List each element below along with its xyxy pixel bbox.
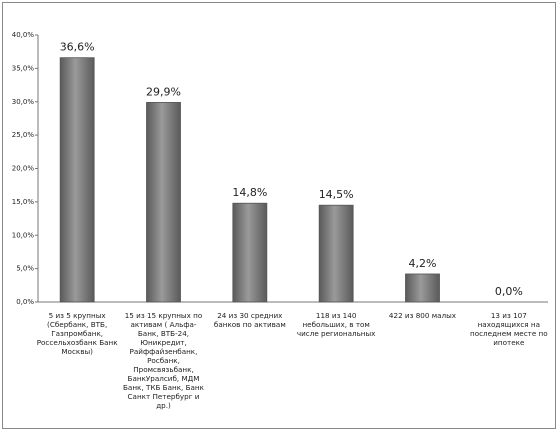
value-label: 14,8% — [232, 186, 267, 199]
y-tick-label: 15,0% — [12, 198, 35, 206]
y-tick-label: 35,0% — [12, 64, 35, 72]
y-tick-label: 5,0% — [16, 265, 34, 273]
x-tick-label: 24 из 30 средних банков по активам — [213, 311, 286, 329]
y-tick-label: 40,0% — [12, 31, 35, 39]
value-label: 36,6% — [60, 41, 95, 54]
bar — [318, 204, 354, 303]
value-label: 4,2% — [409, 257, 437, 270]
y-tick-label: 30,0% — [12, 98, 35, 106]
value-label: 14,5% — [319, 188, 354, 201]
bar — [232, 202, 268, 303]
x-tick-label: 118 из 140 небольших, в том числе регион… — [296, 311, 376, 338]
y-tick-label: 0,0% — [16, 298, 34, 306]
x-tick-label: 15 из 15 крупных по активам ( Альфа-Банк… — [123, 311, 204, 410]
frame — [2, 2, 556, 429]
bar — [405, 273, 440, 303]
x-tick-label: 5 из 5 крупных (Сбербанк, ВТБ, Газпромба… — [36, 311, 118, 356]
x-tick-label: 422 из 800 малых — [388, 311, 457, 320]
value-label: 0,0% — [495, 285, 523, 298]
bar — [59, 57, 95, 303]
value-label: 29,9% — [146, 85, 181, 98]
y-tick-label: 25,0% — [12, 131, 35, 139]
y-tick-label: 10,0% — [12, 231, 35, 239]
bar — [146, 102, 181, 303]
x-tick-label: 13 из 107 находящихся на последнем месте… — [470, 311, 548, 347]
y-tick-label: 20,0% — [12, 165, 35, 173]
